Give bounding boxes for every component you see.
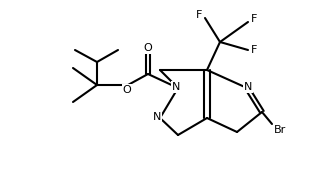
Text: N: N — [244, 82, 252, 92]
Text: O: O — [143, 43, 152, 53]
Text: F: F — [251, 45, 257, 55]
Text: F: F — [196, 10, 202, 20]
Text: Br: Br — [274, 125, 286, 135]
Text: N: N — [153, 112, 161, 122]
Text: O: O — [123, 85, 131, 95]
Text: N: N — [172, 82, 180, 92]
Text: F: F — [251, 14, 257, 24]
